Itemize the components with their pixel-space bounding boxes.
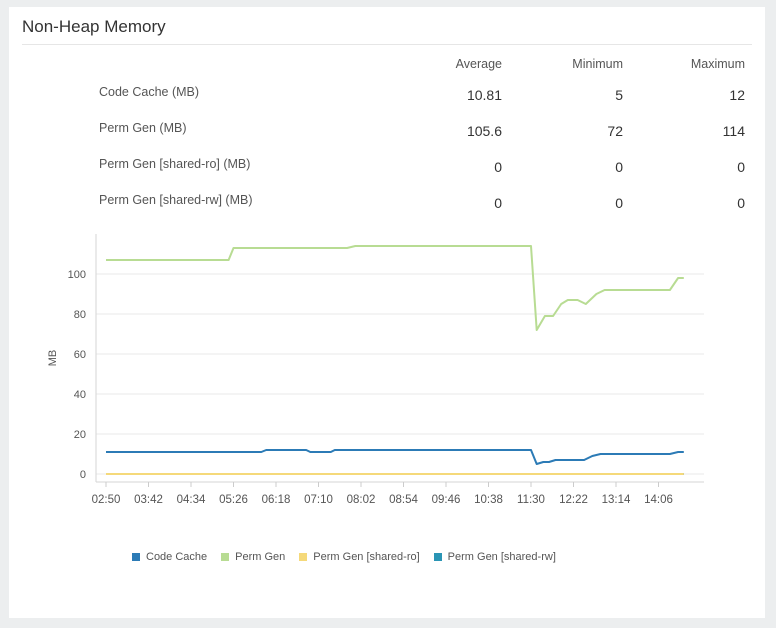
x-tick-label: 13:14 bbox=[602, 494, 631, 506]
legend-label: Perm Gen bbox=[235, 551, 286, 563]
header-minimum: Minimum bbox=[572, 57, 623, 71]
stats-row-perm-gen-shared-ro: Perm Gen [shared-ro] (MB) 0 0 0 bbox=[99, 157, 745, 193]
x-tick-label: 05:26 bbox=[219, 494, 248, 506]
x-tick-label: 07:10 bbox=[304, 494, 333, 506]
x-tick-label: 11:30 bbox=[517, 494, 545, 506]
x-tick-label: 02:50 bbox=[92, 494, 121, 506]
series-line-code-cache bbox=[106, 449, 684, 465]
cell-minimum: 5 bbox=[615, 87, 623, 103]
row-label: Perm Gen (MB) bbox=[99, 121, 187, 135]
cell-average: 105.6 bbox=[466, 123, 502, 139]
y-axis-label: MB bbox=[47, 350, 59, 367]
cell-average: 10.81 bbox=[466, 87, 502, 103]
legend-swatch bbox=[221, 553, 230, 561]
x-tick-label: 12:22 bbox=[559, 494, 588, 506]
legend-label: Perm Gen [shared-ro] bbox=[313, 551, 420, 563]
cell-minimum: 0 bbox=[615, 159, 623, 175]
stats-row-perm-gen-shared-rw: Perm Gen [shared-rw] (MB) 0 0 0 bbox=[99, 193, 745, 229]
x-tick-label: 08:02 bbox=[347, 494, 376, 506]
y-tick-label: 40 bbox=[74, 389, 86, 401]
x-tick-label: 03:42 bbox=[134, 494, 163, 506]
cell-average: 0 bbox=[494, 159, 502, 175]
header-maximum: Maximum bbox=[690, 57, 745, 71]
row-label: Perm Gen [shared-rw] (MB) bbox=[99, 193, 253, 207]
series-line-perm-gen bbox=[106, 245, 684, 331]
legend-item[interactable]: Code Cache bbox=[132, 551, 207, 563]
x-tick-label: 10:38 bbox=[474, 494, 503, 506]
chart-legend: Code Cache Perm Gen Perm Gen [shared-ro] Pe… bbox=[132, 551, 570, 563]
row-label: Code Cache (MB) bbox=[99, 85, 200, 99]
y-tick-label: 100 bbox=[68, 269, 86, 281]
legend-item[interactable]: Perm Gen [shared-ro] bbox=[299, 551, 420, 563]
stats-table: Average Minimum Maximum Code Cache (MB) … bbox=[99, 57, 745, 229]
non-heap-memory-panel: Non-Heap Memory Average Minimum Maximum … bbox=[9, 7, 765, 618]
cell-maximum: 12 bbox=[729, 87, 745, 103]
legend-label: Perm Gen [shared-rw] bbox=[447, 551, 556, 563]
cell-maximum: 114 bbox=[722, 123, 745, 139]
stats-row-perm-gen: Perm Gen (MB) 105.6 72 114 bbox=[99, 121, 745, 157]
y-tick-label: 80 bbox=[74, 309, 86, 321]
x-tick-label: 08:54 bbox=[389, 494, 418, 506]
legend-swatch bbox=[132, 553, 140, 561]
y-tick-label: 20 bbox=[74, 429, 86, 441]
x-tick-label: 06:18 bbox=[262, 494, 291, 506]
y-tick-label: 60 bbox=[74, 349, 86, 361]
y-tick-label: 0 bbox=[80, 469, 86, 481]
x-tick-label: 09:46 bbox=[432, 494, 461, 506]
legend-swatch bbox=[433, 553, 442, 561]
cell-maximum: 0 bbox=[737, 195, 745, 211]
title-divider bbox=[22, 44, 752, 45]
x-tick-label: 14:06 bbox=[644, 494, 673, 506]
cell-minimum: 0 bbox=[615, 195, 623, 211]
panel-title: Non-Heap Memory bbox=[22, 17, 166, 36]
cell-minimum: 72 bbox=[607, 123, 623, 139]
legend-swatch bbox=[299, 553, 308, 561]
cell-maximum: 0 bbox=[737, 159, 745, 175]
cell-average: 0 bbox=[494, 195, 502, 211]
stats-header-row: Average Minimum Maximum bbox=[99, 57, 745, 85]
legend-item[interactable]: Perm Gen [shared-rw] bbox=[433, 551, 556, 563]
row-label: Perm Gen [shared-ro] (MB) bbox=[99, 157, 251, 171]
legend-label: Code Cache bbox=[146, 551, 208, 563]
legend-item[interactable]: Perm Gen bbox=[221, 551, 285, 563]
stats-row-code-cache: Code Cache (MB) 10.81 5 12 bbox=[99, 85, 745, 121]
header-average: Average bbox=[455, 57, 502, 71]
x-tick-label: 04:34 bbox=[177, 494, 206, 506]
